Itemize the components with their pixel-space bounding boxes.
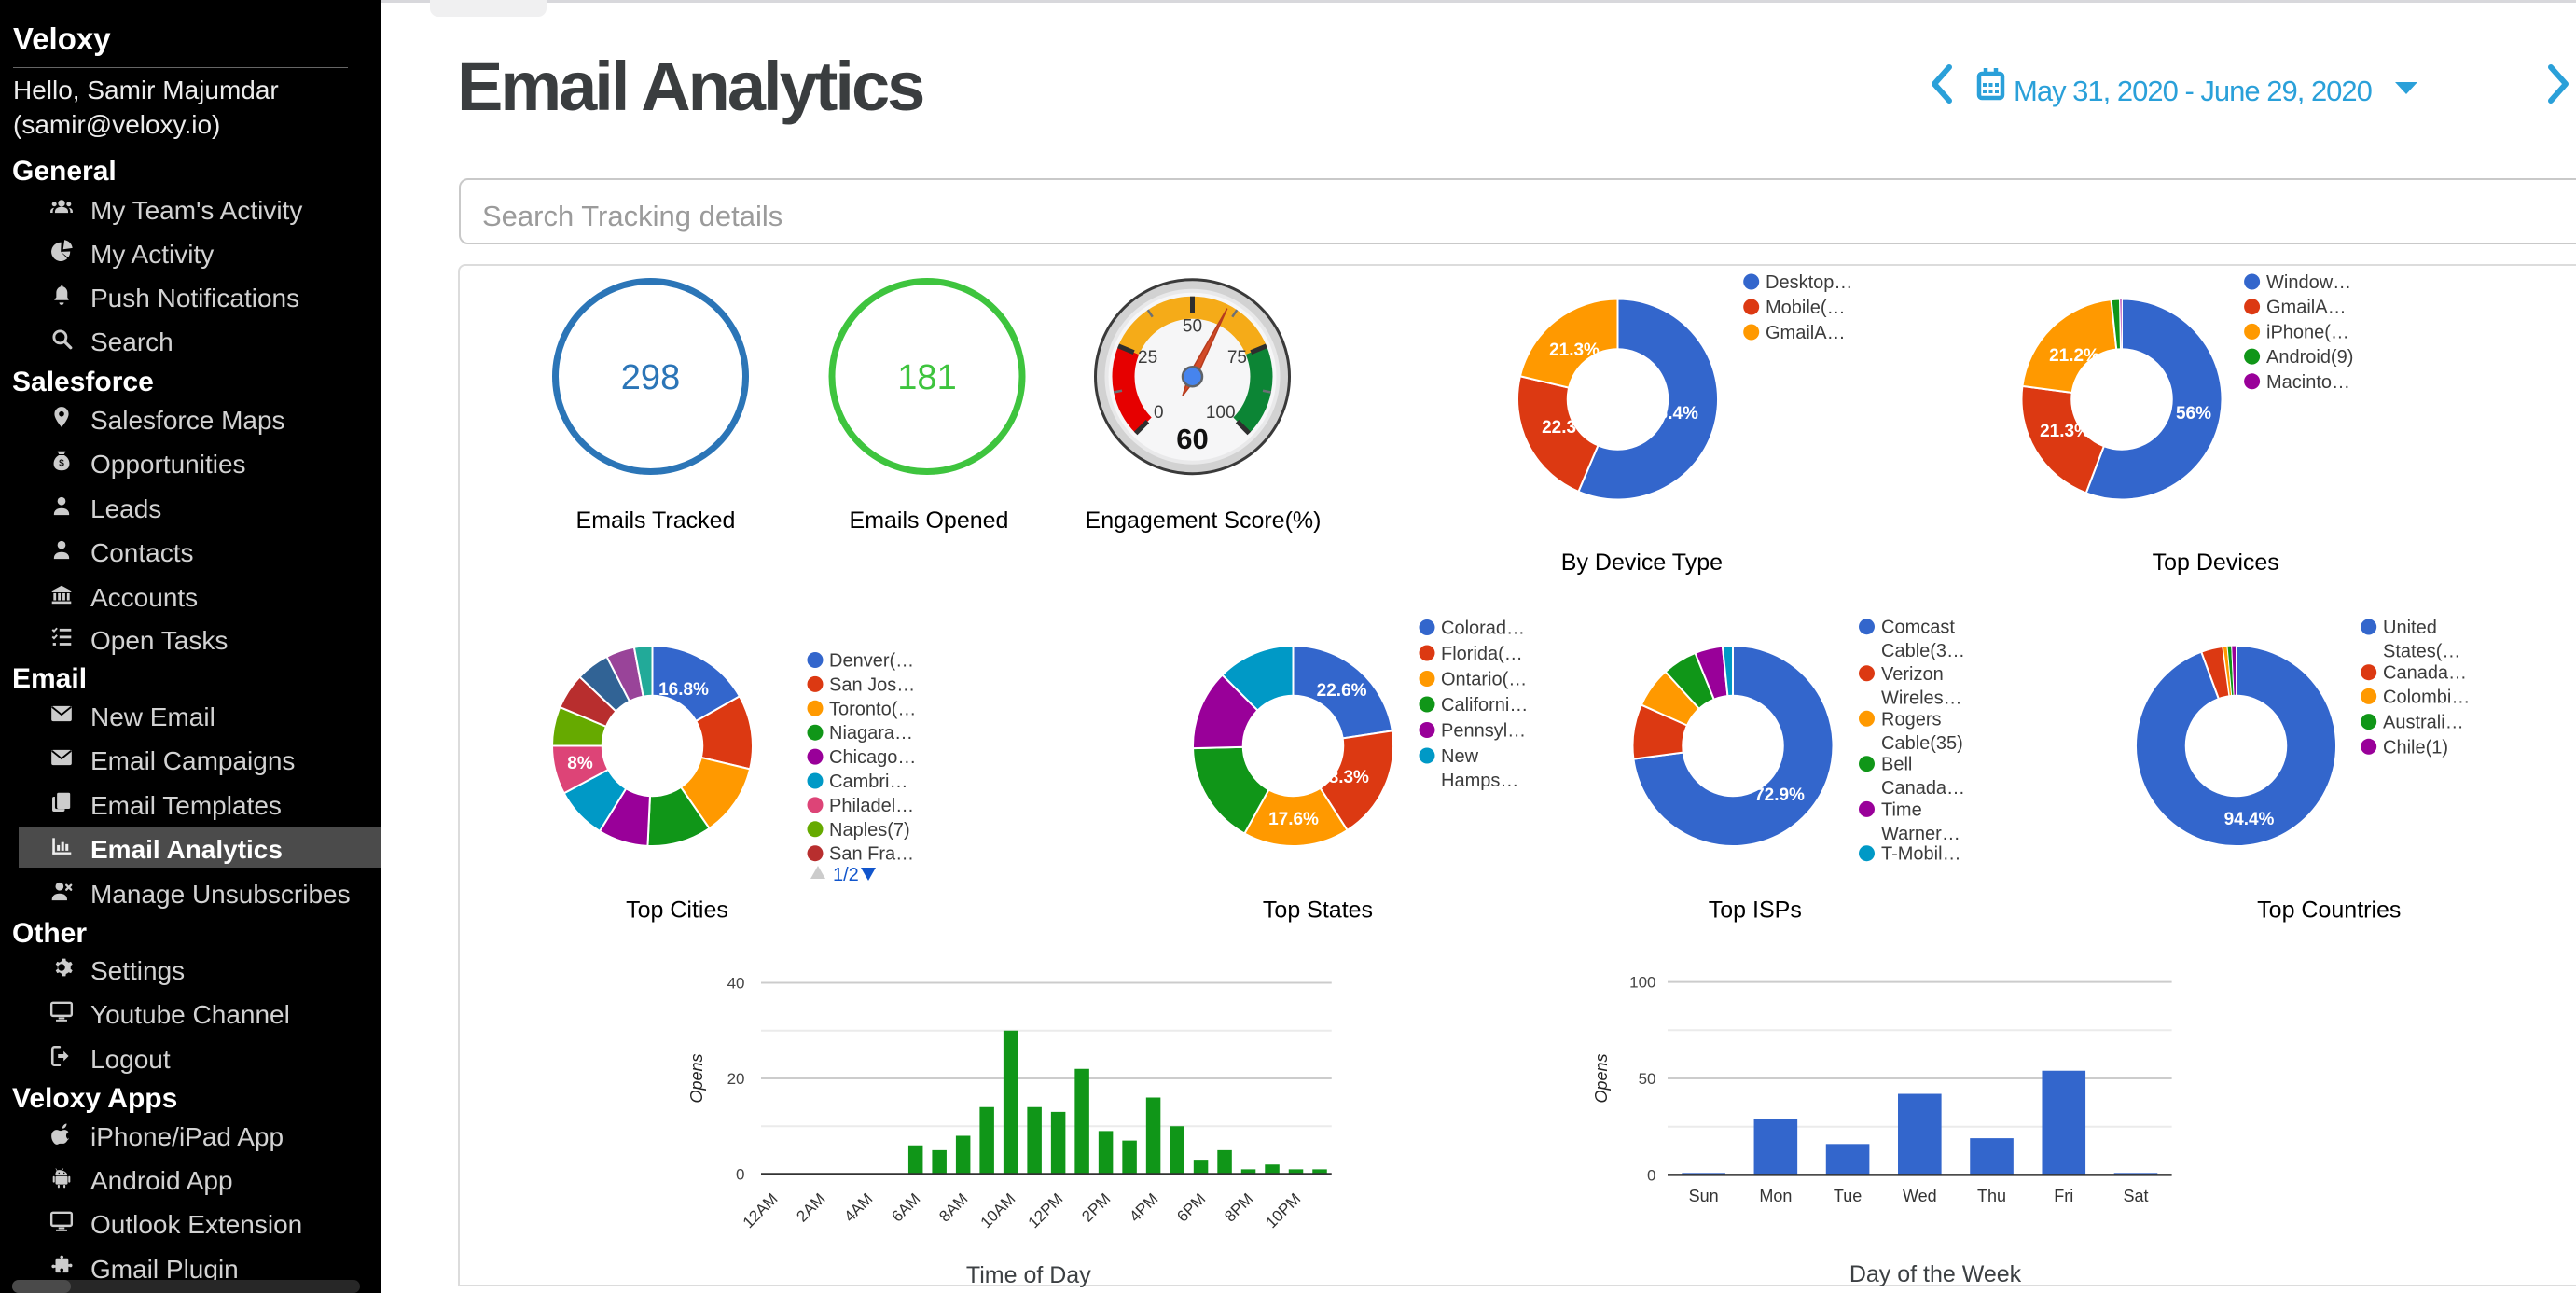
svg-text:Verizon: Verizon (1881, 664, 1944, 685)
svg-text:Desktop…: Desktop… (1766, 272, 1852, 293)
svg-text:Chicago…: Chicago… (829, 747, 916, 768)
svg-text:75: 75 (1227, 348, 1247, 368)
svg-text:Comcast: Comcast (1881, 618, 1955, 638)
svg-text:Ontario(…: Ontario(… (1441, 670, 1527, 690)
svg-text:Hamps…: Hamps… (1441, 771, 1518, 791)
svg-text:Opens: Opens (1592, 1053, 1611, 1103)
svg-text:Thu: Thu (1977, 1187, 2006, 1205)
svg-text:Window…: Window… (2266, 272, 2351, 293)
svg-text:San Jos…: San Jos… (829, 674, 915, 695)
svg-text:Pennsyl…: Pennsyl… (1441, 721, 1526, 742)
svg-text:100: 100 (1629, 974, 1655, 992)
svg-text:Wed: Wed (1903, 1187, 1937, 1205)
svg-text:States(…: States(… (2383, 642, 2460, 662)
svg-text:Florida(…: Florida(… (1441, 644, 1523, 664)
svg-text:Tue: Tue (1834, 1187, 1862, 1205)
svg-text:100: 100 (1206, 403, 1236, 423)
svg-text:8PM: 8PM (1221, 1189, 1256, 1225)
svg-text:56%: 56% (2176, 404, 2211, 424)
svg-text:12AM: 12AM (740, 1189, 782, 1231)
svg-text:Time of Day: Time of Day (966, 1262, 1091, 1288)
svg-text:8%: 8% (567, 754, 593, 773)
svg-text:Top ISPs: Top ISPs (1709, 897, 1802, 924)
svg-text:Warner…: Warner… (1881, 824, 1960, 844)
svg-text:Engagement Score(%): Engagement Score(%) (1086, 507, 1322, 534)
svg-text:10AM: 10AM (977, 1189, 1019, 1231)
svg-text:$: $ (59, 459, 64, 469)
svg-text:Cable(35): Cable(35) (1881, 733, 1963, 754)
svg-text:21.2%: 21.2% (2049, 346, 2099, 366)
svg-text:Emails Opened: Emails Opened (850, 507, 1009, 534)
svg-text:10PM: 10PM (1263, 1189, 1305, 1231)
svg-text:Chile(1): Chile(1) (2383, 737, 2448, 758)
svg-text:Bell: Bell (1881, 755, 1912, 775)
svg-text:72.9%: 72.9% (1754, 786, 1805, 805)
svg-text:298: 298 (621, 358, 680, 397)
svg-text:0: 0 (736, 1166, 744, 1184)
svg-text:Rogers: Rogers (1881, 709, 1941, 730)
svg-text:25: 25 (1138, 348, 1157, 368)
svg-text:United: United (2383, 618, 2437, 638)
svg-text:Emails Tracked: Emails Tracked (576, 507, 736, 534)
svg-text:0: 0 (1647, 1166, 1655, 1184)
svg-text:Top States: Top States (1263, 897, 1373, 924)
svg-text:Wireles…: Wireles… (1881, 688, 1962, 708)
svg-text:4PM: 4PM (1126, 1189, 1161, 1225)
svg-text:Cable(3…: Cable(3… (1881, 641, 1965, 661)
svg-text:0: 0 (1154, 403, 1164, 423)
svg-text:21.3%: 21.3% (2040, 422, 2090, 441)
svg-text:Colombi…: Colombi… (2383, 687, 2470, 707)
svg-text:40: 40 (727, 975, 745, 993)
svg-text:60: 60 (1176, 423, 1208, 455)
svg-text:2PM: 2PM (1078, 1189, 1114, 1225)
svg-text:Top Devices: Top Devices (2153, 549, 2279, 576)
svg-text:181: 181 (897, 358, 956, 397)
svg-text:iPhone(…: iPhone(… (2266, 322, 2349, 342)
svg-text:4AM: 4AM (840, 1189, 876, 1225)
svg-text:Opens: Opens (687, 1053, 706, 1103)
svg-text:12PM: 12PM (1025, 1189, 1067, 1231)
svg-text:Canada…: Canada… (1881, 778, 1965, 799)
svg-text:Macinto…: Macinto… (2266, 372, 2350, 393)
svg-text:50: 50 (1639, 1070, 1656, 1088)
svg-text:Sat: Sat (2123, 1187, 2148, 1205)
svg-text:Californi…: Californi… (1441, 695, 1528, 716)
svg-text:Fri: Fri (2054, 1187, 2073, 1205)
svg-text:Toronto(…: Toronto(… (829, 699, 916, 719)
svg-text:21.3%: 21.3% (1549, 341, 1600, 360)
svg-text:Colorad…: Colorad… (1441, 619, 1525, 639)
svg-text:New: New (1441, 746, 1479, 767)
svg-text:Cambri…: Cambri… (829, 772, 907, 792)
svg-text:6AM: 6AM (888, 1189, 923, 1225)
svg-text:2AM: 2AM (793, 1189, 828, 1225)
svg-text:22.6%: 22.6% (1317, 681, 1367, 701)
svg-text:8AM: 8AM (935, 1189, 971, 1225)
svg-text:16.8%: 16.8% (658, 680, 709, 700)
svg-text:Mobile(…: Mobile(… (1766, 298, 1846, 318)
svg-text:Canada…: Canada… (2383, 663, 2467, 684)
svg-text:Denver(…: Denver(… (829, 651, 914, 672)
svg-text:Sun: Sun (1689, 1187, 1719, 1205)
svg-text:Niagara…: Niagara… (829, 723, 913, 744)
svg-text:6PM: 6PM (1173, 1189, 1209, 1225)
svg-text:Australi…: Australi… (2383, 713, 2464, 733)
svg-text:20: 20 (727, 1070, 745, 1088)
svg-text:Time: Time (1881, 799, 1922, 820)
svg-text:San Fra…: San Fra… (829, 844, 914, 865)
svg-text:Philadel…: Philadel… (829, 796, 914, 816)
svg-text:Android(9): Android(9) (2266, 347, 2353, 368)
svg-text:Top Countries: Top Countries (2257, 897, 2401, 924)
svg-text:Top Cities: Top Cities (626, 897, 728, 924)
svg-text:1/2: 1/2 (833, 865, 859, 885)
svg-text:By Device Type: By Device Type (1561, 549, 1723, 576)
svg-text:GmailA…: GmailA… (2266, 298, 2347, 318)
svg-text:Mon: Mon (1759, 1187, 1792, 1205)
svg-text:T-Mobil…: T-Mobil… (1881, 844, 1961, 865)
svg-text:94.4%: 94.4% (2224, 810, 2275, 829)
svg-text:Naples(7): Naples(7) (829, 820, 910, 841)
svg-text:17.6%: 17.6% (1268, 810, 1319, 829)
svg-text:Day of the Week: Day of the Week (1849, 1261, 2022, 1287)
svg-text:GmailA…: GmailA… (1766, 323, 1846, 343)
svg-text:50: 50 (1183, 317, 1202, 337)
